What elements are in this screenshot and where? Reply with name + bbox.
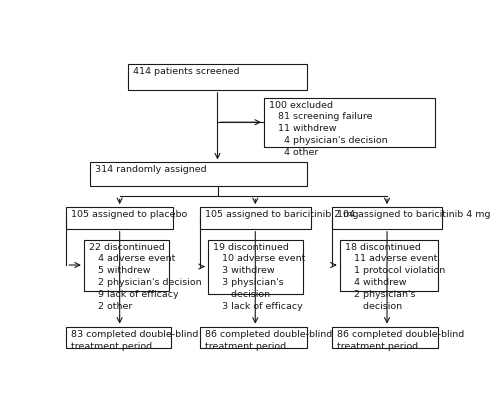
Text: 22 discontinued
   4 adverse event
   5 withdrew
   2 physician's decision
   9 : 22 discontinued 4 adverse event 5 withdr… bbox=[89, 243, 202, 311]
Text: 314 randomly assigned: 314 randomly assigned bbox=[94, 166, 206, 174]
Text: 86 completed double-blind
treatment period: 86 completed double-blind treatment peri… bbox=[205, 330, 332, 350]
Text: 86 completed double-blind
treatment period: 86 completed double-blind treatment peri… bbox=[337, 330, 464, 350]
FancyBboxPatch shape bbox=[332, 327, 438, 348]
FancyBboxPatch shape bbox=[90, 162, 306, 186]
FancyBboxPatch shape bbox=[84, 239, 169, 290]
Text: 104 assigned to baricitinib 4 mg: 104 assigned to baricitinib 4 mg bbox=[337, 210, 490, 219]
Text: 100 excluded
   81 screening failure
   11 withdrew
     4 physician's decision
: 100 excluded 81 screening failure 11 wit… bbox=[269, 101, 388, 157]
Text: 105 assigned to baricitinib 2 mg: 105 assigned to baricitinib 2 mg bbox=[205, 210, 358, 219]
Text: 414 patients screened: 414 patients screened bbox=[134, 67, 240, 76]
FancyBboxPatch shape bbox=[332, 207, 442, 229]
FancyBboxPatch shape bbox=[128, 64, 306, 90]
FancyBboxPatch shape bbox=[200, 207, 310, 229]
FancyBboxPatch shape bbox=[340, 239, 438, 290]
FancyBboxPatch shape bbox=[66, 207, 173, 229]
FancyBboxPatch shape bbox=[208, 239, 303, 294]
Text: 19 discontinued
   10 adverse event
   3 withdrew
   3 physician's
      decisio: 19 discontinued 10 adverse event 3 withd… bbox=[213, 243, 305, 311]
Text: 83 completed double-blind
treatment period: 83 completed double-blind treatment peri… bbox=[72, 330, 199, 350]
FancyBboxPatch shape bbox=[66, 327, 171, 348]
FancyBboxPatch shape bbox=[200, 327, 306, 348]
FancyBboxPatch shape bbox=[264, 97, 434, 147]
Text: 105 assigned to placebo: 105 assigned to placebo bbox=[72, 210, 188, 219]
Text: 18 discontinued
   11 adverse event
   1 protocol violation
   4 withdrew
   2 p: 18 discontinued 11 adverse event 1 proto… bbox=[344, 243, 445, 311]
